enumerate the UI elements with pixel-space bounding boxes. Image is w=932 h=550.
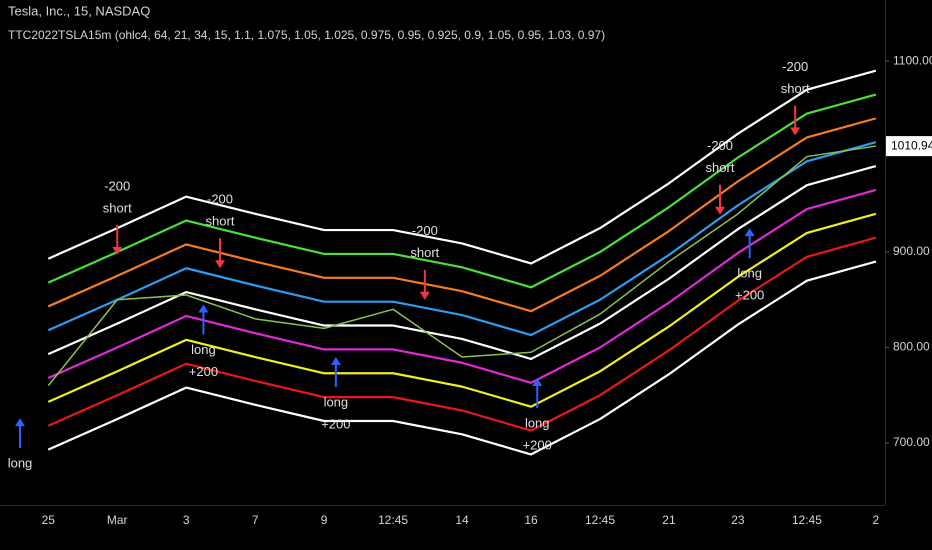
series-line (47, 260, 877, 456)
series-line (47, 236, 877, 432)
x-tick-label: 14 (455, 513, 469, 527)
signal-label: -200 (207, 192, 233, 207)
y-tick-label: 800.00 (893, 340, 930, 354)
y-tick-label: 900.00 (893, 244, 930, 258)
signal-arrow-head (419, 291, 430, 300)
signal-label: long (737, 266, 762, 281)
series-line (47, 212, 877, 408)
signal-arrow-head (532, 378, 543, 387)
x-tick-label: 3 (183, 513, 190, 527)
x-tick-label: 12:45 (585, 513, 615, 527)
x-tick-label: 2 (873, 513, 880, 527)
x-tick-label: 7 (252, 513, 259, 527)
series-line (47, 188, 877, 384)
signal-label: +200 (189, 364, 218, 379)
indicator-label: TTC2022TSLA15m (ohlc4, 64, 21, 34, 15, 1… (8, 28, 605, 42)
x-tick-label: 21 (662, 513, 676, 527)
signal-label: +200 (321, 416, 350, 431)
signal-label: -200 (104, 178, 130, 193)
signal-arrow-head (330, 357, 341, 366)
x-tick-label: 16 (524, 513, 538, 527)
signal-arrow-head (790, 127, 801, 136)
signal-label: long (324, 394, 349, 409)
series-line (47, 165, 877, 361)
signal-label: +200 (735, 288, 764, 303)
signal-label: long (191, 342, 216, 357)
signal-arrow-head (198, 304, 209, 313)
chart-title: Tesla, Inc., 15, NASDAQ (8, 3, 150, 18)
signal-label: long (525, 415, 550, 430)
signal-arrow-head (715, 206, 725, 215)
signal-label: -200 (707, 138, 733, 153)
signal-label: -200 (412, 223, 438, 238)
series-line (47, 69, 877, 265)
signal-label: short (410, 245, 439, 260)
signal-label: short (781, 81, 810, 96)
series-line (47, 141, 877, 337)
signal-label: +200 (523, 437, 552, 452)
signal-label: short (706, 160, 735, 175)
x-tick-label: 12:45 (378, 513, 408, 527)
signal-label: -200 (782, 59, 808, 74)
signal-arrow-head (215, 260, 225, 269)
price-tag-label: 1010.94 (891, 138, 932, 152)
x-tick-label: Mar (107, 513, 128, 527)
x-tick-label: 23 (731, 513, 745, 527)
signal-label: short (103, 200, 132, 215)
signal-arrow-head (744, 228, 755, 237)
x-tick-label: 9 (321, 513, 328, 527)
x-tick-label: 12:45 (792, 513, 822, 527)
series-line (47, 117, 877, 313)
y-tick-label: 700.00 (893, 435, 930, 449)
y-tick-label: 1100.00 (893, 53, 932, 67)
x-tick-label: 25 (42, 513, 56, 527)
signal-arrow-head (15, 418, 25, 427)
series-line (47, 93, 877, 289)
series-line (47, 145, 876, 387)
price-tag (886, 136, 932, 157)
signal-label: short (206, 214, 235, 229)
signal-label: long (8, 456, 33, 471)
signal-arrow-head (112, 246, 123, 255)
